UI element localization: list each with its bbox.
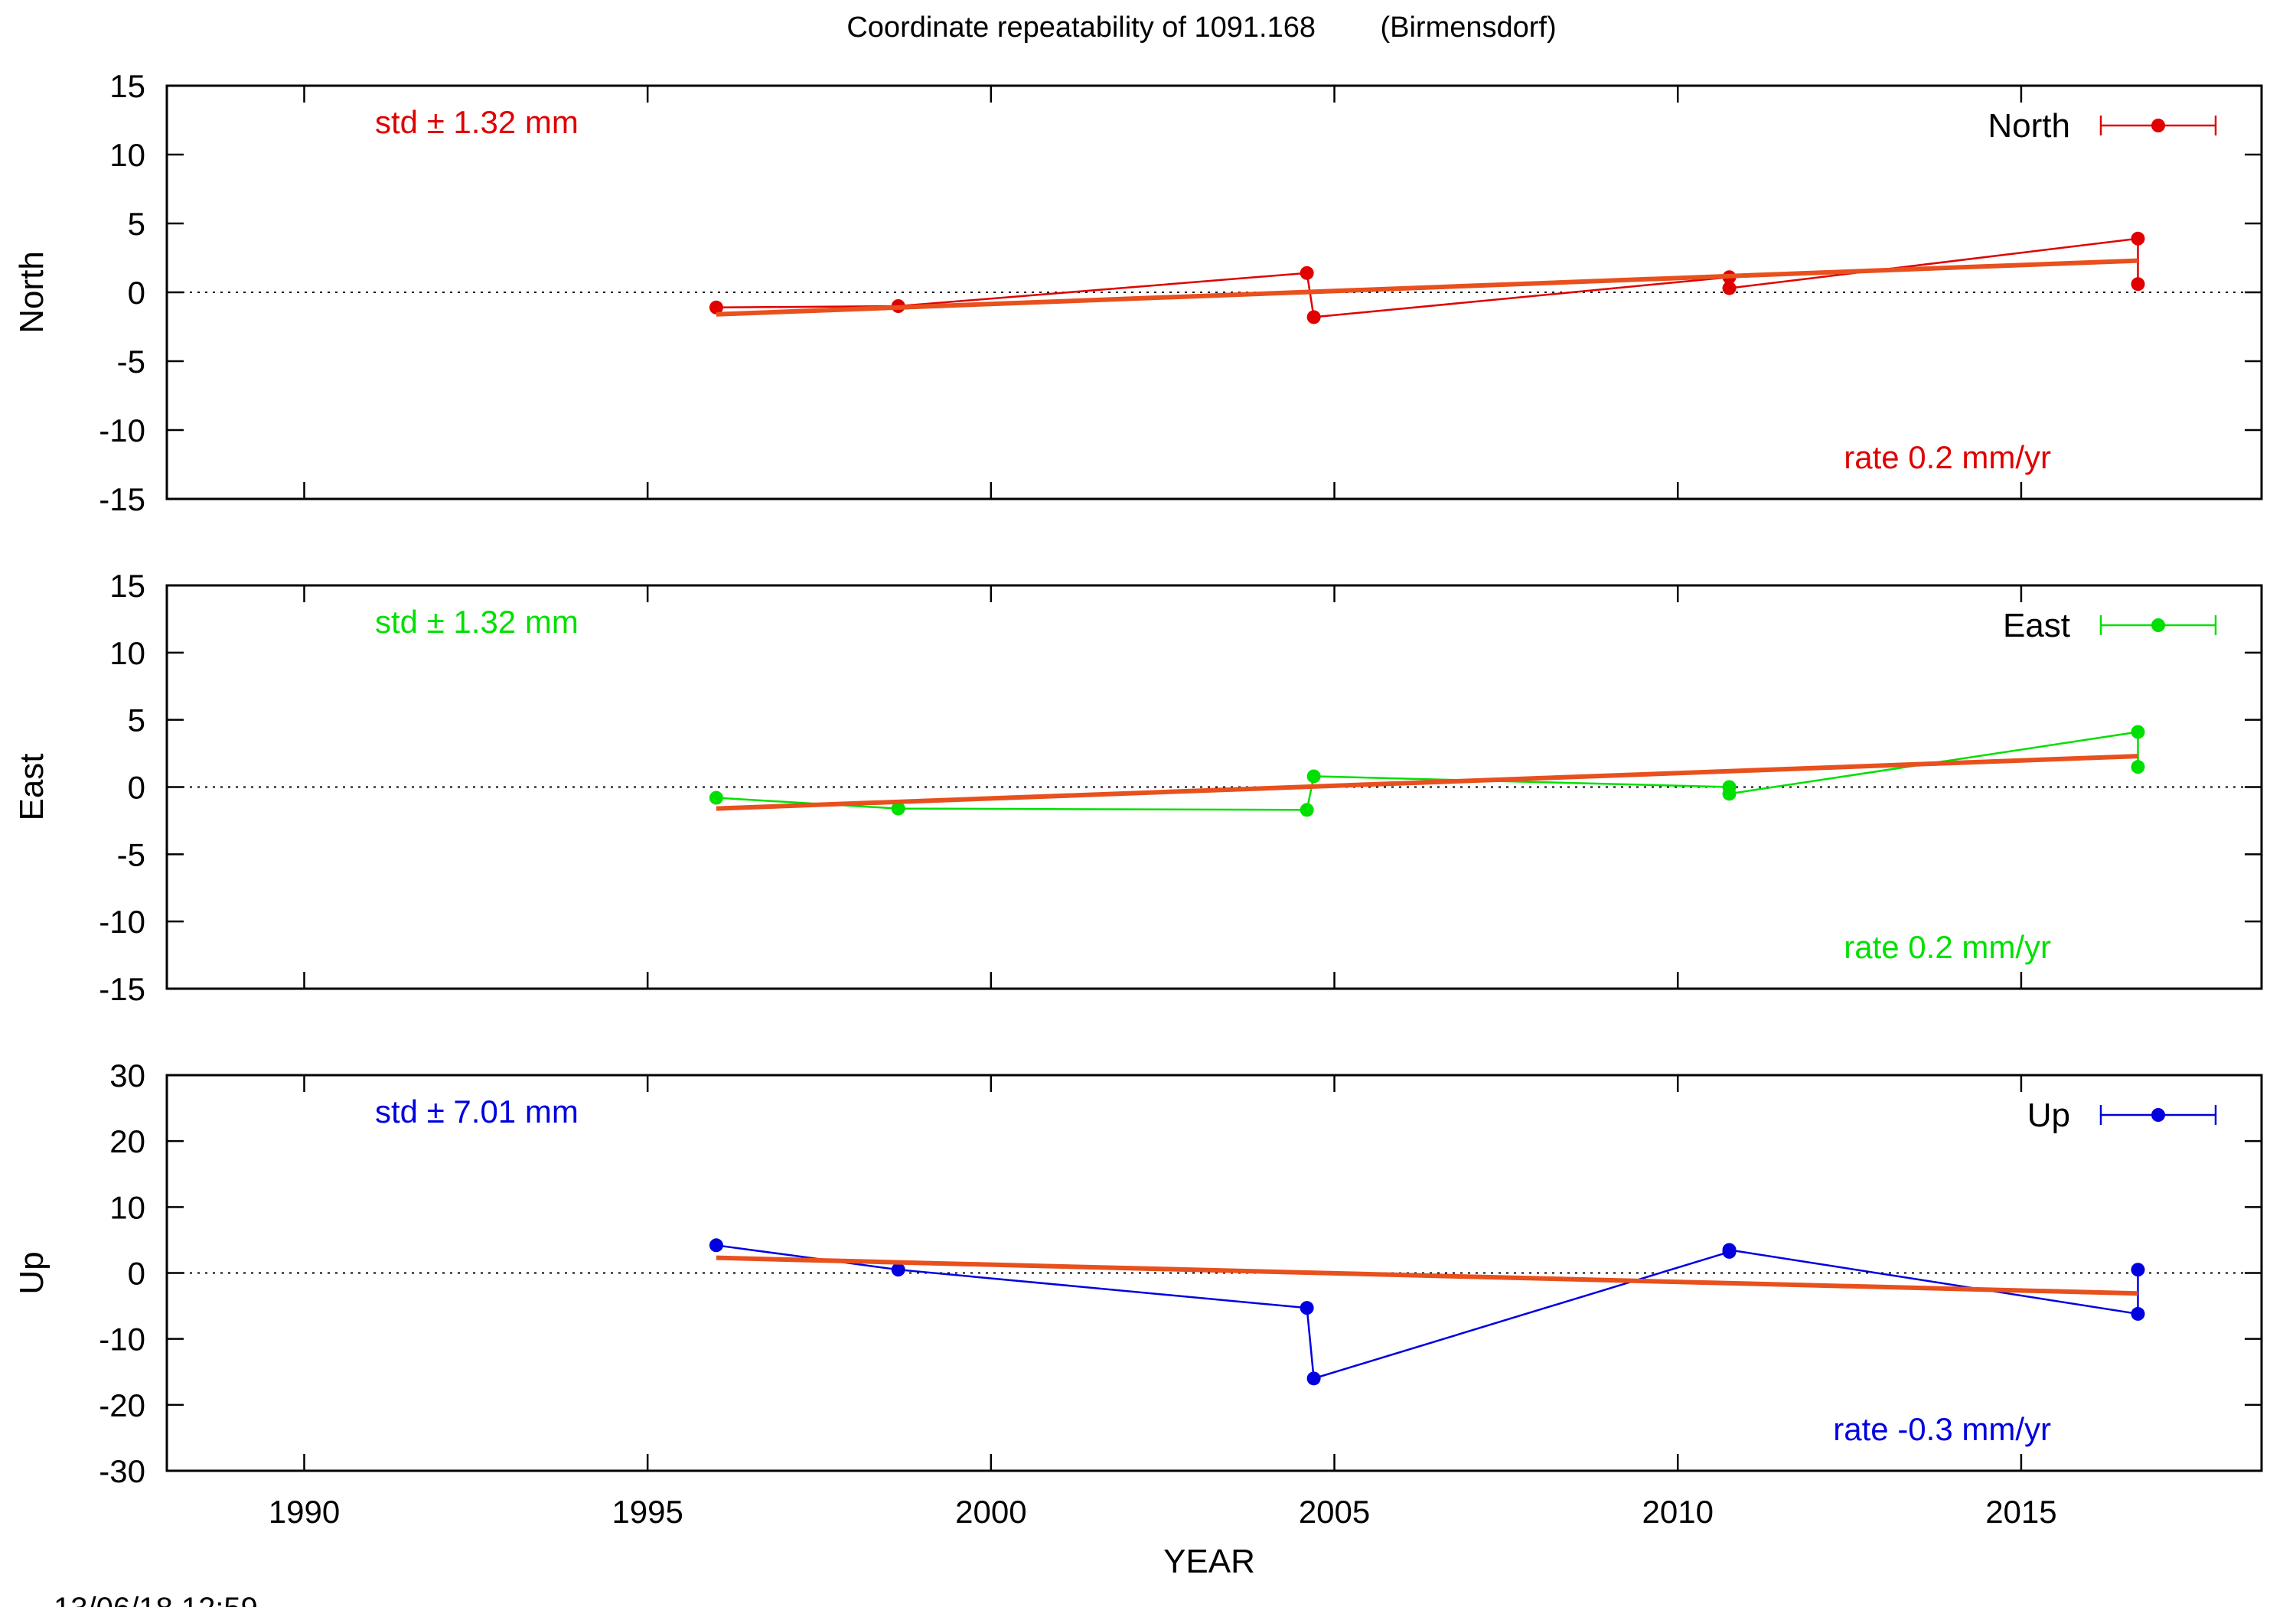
panel-north: -15 -10 -5 0 5 10 15 North std ± 1.32 mm rate 0.2… [13,68,2263,517]
y-axis-label: Up [13,1251,51,1294]
timestamp: 13/06/18 12:59 [54,1592,258,1607]
legend-marker [2151,119,2165,132]
y-tick-label: 10 [109,635,145,671]
std-annotation: std ± 1.32 mm [375,604,579,640]
rate-annotation: rate -0.3 mm/yr [1833,1411,2051,1447]
series-line [716,237,2139,318]
data-point [709,790,723,805]
trend-line [716,1255,2138,1296]
data-point [2131,277,2145,292]
y-tick-label: 0 [128,770,145,806]
trend-line [716,754,2138,811]
y-tick-label: -5 [117,836,145,872]
y-tick-label: 5 [128,702,145,738]
data-point [1722,1243,1737,1257]
panel-east: -15 -10 -5 0 5 10 15 East std ± 1.32 mm rate 0.2 … [13,568,2263,1007]
data-point [1306,1371,1321,1386]
x-tick-label: 2015 [1985,1494,2056,1530]
x-tick-label: 2005 [1299,1494,1370,1530]
plot-frame [165,84,2263,500]
trend-line [716,258,2138,317]
series-line [716,1244,2139,1380]
y-tick-label: -20 [99,1387,145,1423]
plot-frame [165,1074,2263,1472]
y-tick-label: -10 [99,904,145,940]
y-tick-label: 0 [128,275,145,311]
y-tick-label: 30 [109,1058,145,1094]
data-point [1300,803,1314,817]
rate-annotation: rate 0.2 mm/yr [1844,929,2051,965]
panel-up: -30 -20 -10 0 10 20 30 1990 1995 2000 2005 2010 2015… [13,1058,2263,1530]
legend-marker [2151,1108,2165,1122]
legend-label: Up [2027,1097,2070,1134]
data-point [709,1238,723,1253]
y-axis-label: North [13,251,51,334]
data-point [2131,1306,2145,1321]
data-point [1722,281,1737,295]
y-tick-label: -10 [99,412,145,448]
x-tick-label: 1995 [612,1494,683,1530]
data-point [891,1263,905,1277]
y-tick-label: 0 [128,1256,145,1292]
y-tick-label: 20 [109,1123,145,1159]
data-point [1300,266,1314,280]
data-point [2131,1263,2145,1277]
plot-frame [165,584,2263,990]
x-tick-label: 1990 [269,1494,340,1530]
y-tick-label: 15 [109,568,145,604]
y-axis-label: East [13,753,51,820]
chart-panels: -15 -10 -5 0 5 10 15 North std ± 1.32 mm rate 0.2… [13,68,2263,1530]
data-point [1306,769,1321,784]
rate-annotation: rate 0.2 mm/yr [1844,439,2051,475]
std-annotation: std ± 1.32 mm [375,104,579,140]
series-line [716,731,2139,811]
y-tick-label: 5 [128,206,145,242]
data-point [709,300,723,315]
y-tick-label: -10 [99,1322,145,1358]
y-tick-label: -15 [99,481,145,517]
data-point [1722,787,1737,801]
data-point [2131,725,2145,739]
data-point [1300,1301,1314,1315]
chart-title: Coordinate repeatability of 1091.168 (Bi… [846,11,1556,44]
y-tick-label: -30 [99,1453,145,1489]
data-point [2131,231,2145,246]
y-tick-label: -15 [99,971,145,1007]
legend-marker [2151,618,2165,632]
y-tick-label: 10 [109,137,145,173]
x-axis-label: YEAR [1163,1543,1255,1580]
legend-label: North [1988,107,2070,145]
y-tick-label: -5 [117,344,145,380]
x-tick-label: 2010 [1642,1494,1714,1530]
data-point [2131,760,2145,774]
data-point [1306,310,1321,324]
y-tick-label: 15 [109,68,145,104]
x-tick-label: 2000 [955,1494,1026,1530]
y-tick-label: 10 [109,1189,145,1225]
std-annotation: std ± 7.01 mm [375,1094,579,1129]
legend-label: East [2003,607,2070,644]
data-point [891,801,905,816]
